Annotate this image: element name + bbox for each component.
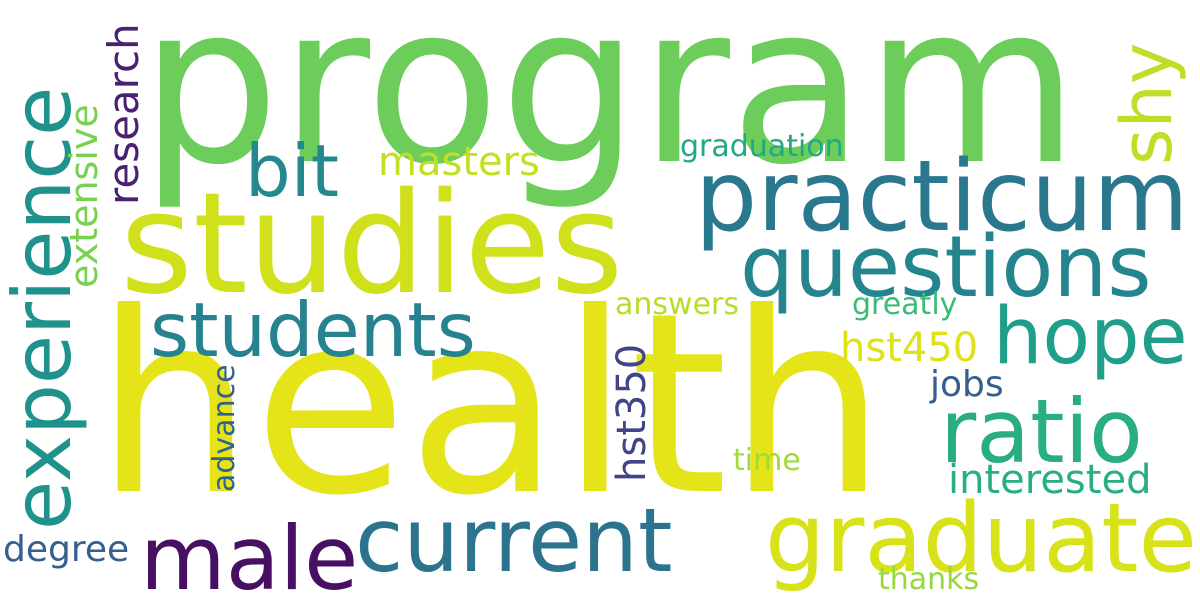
word-male: male — [140, 507, 359, 600]
word-bit: bit — [245, 129, 339, 213]
word-hope: hope — [993, 292, 1188, 382]
word-studies: studies — [120, 163, 624, 326]
word-greatly: greatly — [852, 287, 958, 322]
word-interested: interested — [948, 457, 1152, 503]
word-masters: masters — [378, 139, 540, 185]
word-practicum: practicum — [695, 140, 1189, 254]
word-advance: advance — [207, 364, 242, 492]
word-students: students — [150, 286, 476, 374]
word-ratio: ratio — [940, 380, 1143, 483]
word-hst450: hst450 — [840, 325, 979, 371]
word-thanks: thanks — [878, 562, 980, 597]
word-degree: degree — [3, 529, 130, 570]
word-extensive: extensive — [62, 104, 106, 288]
word-shy: shy — [1106, 42, 1188, 165]
word-research: research — [99, 23, 148, 205]
word-hst350: hst350 — [609, 343, 655, 482]
word-current: current — [355, 489, 673, 592]
word-time: time — [733, 443, 801, 478]
word-answers: answers — [615, 287, 739, 322]
word-health: health — [95, 259, 887, 550]
word-questions: questions — [740, 218, 1152, 317]
word-program: program — [140, 0, 1080, 213]
word-graduates: graduates — [765, 484, 1200, 594]
word-jobs: jobs — [930, 364, 1004, 405]
word-graduation: graduation — [680, 129, 844, 164]
